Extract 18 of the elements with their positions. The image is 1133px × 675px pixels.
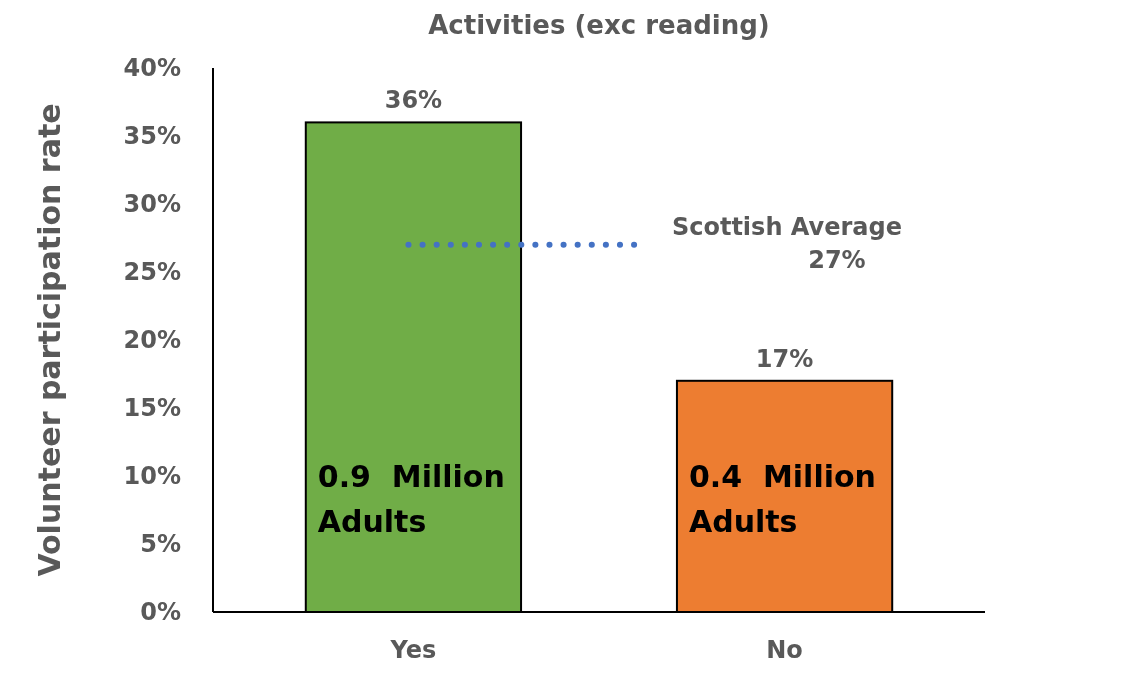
y-tick-label: 5% xyxy=(140,530,181,559)
data-label: 36% xyxy=(384,86,443,115)
y-tick-label: 0% xyxy=(140,598,181,627)
annotation: 0.4 Million Adults xyxy=(688,459,876,539)
ref-line-label: Scottish Average 27% xyxy=(671,212,902,275)
y-tick-label: 15% xyxy=(123,394,181,423)
y-tick-label: 10% xyxy=(123,462,181,491)
chart-title: Activities (exc reading) xyxy=(428,10,770,40)
y-tick-label: 30% xyxy=(123,190,181,219)
y-tick-label: 40% xyxy=(123,54,181,83)
y-tick-label: 25% xyxy=(123,258,181,287)
data-label: 17% xyxy=(755,344,814,373)
y-axis-title: Volunteer participation rate xyxy=(32,103,67,577)
y-tick-label: 20% xyxy=(123,326,181,355)
y-tick-label: 35% xyxy=(123,122,181,151)
x-tick-label: No xyxy=(766,636,803,664)
annotation: 0.9 Million Adults xyxy=(317,459,505,539)
x-tick-label: Yes xyxy=(389,636,437,664)
